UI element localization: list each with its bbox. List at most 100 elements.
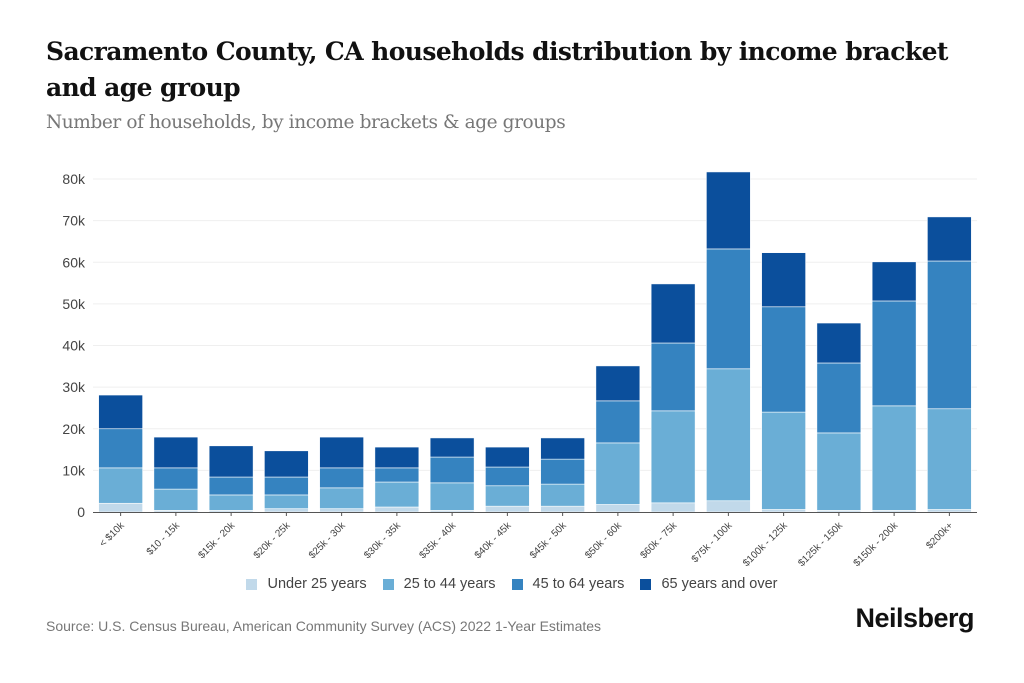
bar-segment[interactable]	[540, 505, 585, 513]
bar-segment[interactable]	[706, 248, 751, 370]
bar-segment[interactable]	[98, 428, 143, 469]
bar-segment[interactable]	[264, 494, 309, 509]
bar-segment[interactable]	[871, 405, 917, 511]
x-tick-label: $40k - 45k	[473, 520, 515, 562]
bar-segment[interactable]	[761, 252, 806, 308]
bar-segment[interactable]	[264, 450, 309, 478]
bar-stack	[595, 365, 641, 513]
bar-segment[interactable]	[319, 487, 364, 509]
bar-segment[interactable]	[264, 476, 309, 496]
legend-item-under-25[interactable]: Under 25 years	[246, 576, 367, 592]
legend-label: 25 to 44 years	[403, 576, 496, 592]
bar-segment[interactable]	[153, 488, 199, 511]
bar-segment[interactable]	[540, 437, 585, 460]
bar-segment[interactable]	[264, 508, 309, 513]
bar-stack	[319, 436, 364, 513]
bar-segment[interactable]	[540, 483, 585, 507]
bar-segment[interactable]	[153, 436, 199, 469]
bars	[98, 171, 972, 513]
bar-stack	[153, 436, 199, 513]
bar-segment[interactable]	[429, 456, 475, 484]
bar-stack	[98, 394, 143, 513]
bar-segment[interactable]	[485, 466, 530, 487]
bar-segment[interactable]	[650, 410, 696, 504]
x-tick-label: $60k - 75k	[638, 520, 680, 562]
bar-stack	[264, 450, 309, 513]
bar-segment[interactable]	[706, 368, 751, 502]
bar-segment[interactable]	[761, 411, 806, 510]
bar-segment[interactable]	[595, 442, 641, 505]
brand-logo[interactable]: Neilsberg	[855, 603, 974, 633]
bar-segment[interactable]	[927, 408, 972, 510]
bar-segment[interactable]	[761, 306, 806, 413]
bar-segment[interactable]	[208, 494, 254, 511]
bar-segment[interactable]	[485, 485, 530, 507]
bar-segment[interactable]	[319, 467, 364, 489]
bar-segment[interactable]	[761, 509, 806, 513]
y-tick-label: 0	[77, 504, 85, 520]
bar-stack	[485, 446, 530, 513]
bar-segment[interactable]	[871, 261, 917, 302]
bar-segment[interactable]	[374, 467, 420, 483]
x-axis-tick-labels: < $10k $10 - 15k $15k - 20k $20k - 25k $25k …	[98, 520, 956, 569]
legend: Under 25 years 25 to 44 years 45 to 64 y…	[0, 576, 1024, 592]
bar-segment[interactable]	[871, 300, 917, 407]
bar-stack	[761, 252, 806, 513]
bar-segment[interactable]	[816, 322, 862, 364]
bar-segment[interactable]	[650, 283, 696, 344]
bar-stack	[650, 283, 696, 513]
x-axis	[93, 512, 977, 516]
bar-segment[interactable]	[98, 502, 143, 513]
bar-segment[interactable]	[374, 446, 420, 469]
bar-segment[interactable]	[429, 437, 475, 458]
x-tick-label: $25k - 30k	[307, 520, 349, 562]
bar-segment[interactable]	[153, 467, 199, 490]
bar-segment[interactable]	[319, 508, 364, 513]
bar-segment[interactable]	[208, 476, 254, 496]
x-tick-label: $50k - 60k	[583, 520, 625, 562]
chart-subtitle: Number of households, by income brackets…	[46, 112, 566, 133]
bar-segment[interactable]	[927, 216, 972, 262]
bar-segment[interactable]	[319, 436, 364, 469]
bar-segment[interactable]	[374, 481, 420, 508]
bar-segment[interactable]	[485, 505, 530, 513]
bar-segment[interactable]	[650, 342, 696, 412]
legend-item-45-to-64[interactable]: 45 to 64 years	[511, 576, 625, 592]
bar-segment[interactable]	[540, 458, 585, 485]
bar-segment[interactable]	[429, 482, 475, 511]
legend-label: 65 years and over	[661, 576, 778, 592]
y-tick-label: 80k	[62, 171, 86, 187]
bar-segment[interactable]	[595, 400, 641, 444]
x-tick-label: $15k - 20k	[196, 520, 238, 562]
bar-stack	[208, 445, 254, 513]
bar-segment[interactable]	[927, 260, 972, 410]
bar-stack	[927, 216, 972, 513]
x-tick-label: $30k - 35k	[362, 520, 404, 562]
bar-segment[interactable]	[816, 432, 862, 511]
bar-segment[interactable]	[595, 504, 641, 513]
x-tick-label: $35k - 40k	[417, 520, 459, 562]
bar-segment[interactable]	[208, 445, 254, 478]
bar-stack	[706, 171, 751, 513]
x-tick-label: $100k - 125k	[741, 520, 790, 569]
legend-item-25-to-44[interactable]: 25 to 44 years	[382, 576, 496, 592]
bar-segment[interactable]	[816, 362, 862, 434]
bar-stack	[871, 261, 917, 513]
legend-item-65-and-over[interactable]: 65 years and over	[640, 576, 778, 592]
bar-segment[interactable]	[927, 509, 972, 513]
bar-segment[interactable]	[706, 500, 751, 513]
bar-segment[interactable]	[98, 394, 143, 430]
bar-segment[interactable]	[595, 365, 641, 402]
legend-swatch	[511, 578, 523, 590]
x-tick-label: $125k - 150k	[796, 520, 845, 569]
legend-label: 45 to 64 years	[532, 576, 625, 592]
y-tick-label: 10k	[62, 462, 86, 478]
bar-segment[interactable]	[485, 446, 530, 468]
x-tick-label: $20k - 25k	[252, 520, 294, 562]
bar-segment[interactable]	[706, 171, 751, 250]
x-tick-label: $150k - 200k	[852, 520, 901, 569]
bar-segment[interactable]	[374, 506, 420, 513]
bar-segment[interactable]	[98, 467, 143, 504]
y-tick-label: 20k	[62, 421, 86, 437]
bar-segment[interactable]	[650, 502, 696, 513]
